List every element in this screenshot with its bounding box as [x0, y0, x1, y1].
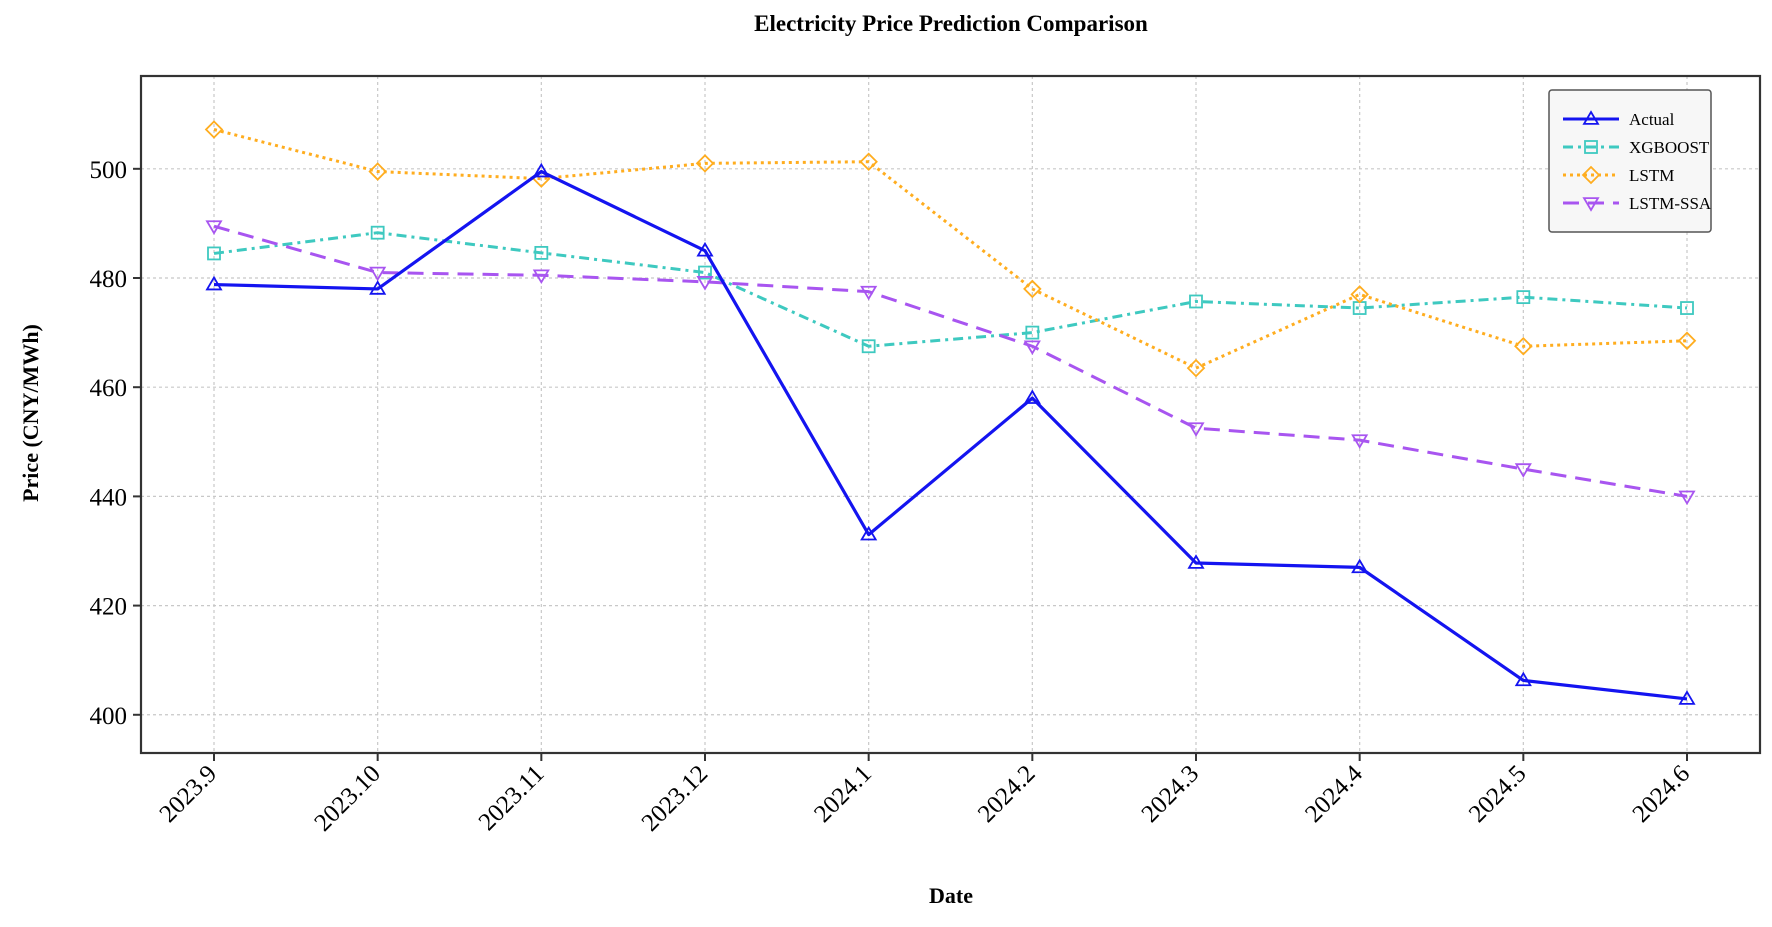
data-point-xgboost — [370, 225, 385, 240]
grid — [141, 76, 1760, 753]
data-point-lstm — [695, 154, 715, 173]
data-point-xgboost — [1025, 325, 1040, 340]
series-actual — [205, 162, 1696, 705]
legend-box — [1548, 89, 1712, 233]
chart-title: Electricity Price Prediction Comparison — [754, 11, 1148, 36]
data-point-actual — [369, 280, 387, 295]
x-axis-label: Date — [929, 883, 973, 908]
data-point-lstm-ssa — [1187, 422, 1205, 437]
series-layer — [204, 120, 1697, 705]
series-xgboost — [207, 225, 1694, 354]
legend-marker — [1582, 110, 1600, 125]
data-point-lstm-ssa — [696, 276, 714, 291]
series-line-lstm — [213, 128, 1688, 370]
data-point-actual — [1678, 690, 1696, 705]
y-tick-label: 440 — [90, 484, 128, 511]
data-point-lstm — [1186, 358, 1206, 378]
data-point-lstm-ssa — [1023, 340, 1041, 356]
data-point-lstm-ssa — [205, 220, 223, 235]
series-line-lstm-ssa — [213, 224, 1688, 498]
x-tick-label: 2024.5 — [1464, 760, 1532, 828]
data-point-lstm-ssa — [369, 266, 387, 282]
series-line-actual — [213, 169, 1688, 701]
data-point-lstm — [1677, 331, 1697, 351]
legend-label: LSTM-SSA — [1629, 194, 1712, 213]
legend-entry-actual: Actual — [1563, 110, 1675, 129]
legend-entry-lstm: LSTM — [1563, 165, 1674, 185]
y-tick-label: 400 — [90, 703, 128, 730]
data-point-lstm-ssa — [1514, 463, 1532, 478]
data-point-actual — [1514, 671, 1532, 687]
data-point-lstm — [1514, 336, 1533, 356]
y-tick-label: 480 — [90, 266, 128, 293]
x-axis: 2023.9 2023.10 2023.11 2023.12 2024.1 2024.2 2… — [155, 753, 1696, 837]
series-lstm-ssa — [205, 220, 1696, 506]
data-point-actual — [696, 241, 714, 257]
data-point-actual — [1187, 554, 1205, 569]
x-tick-label: 2023.11 — [474, 760, 550, 836]
y-tick-label: 420 — [90, 594, 128, 621]
data-point-lstm-ssa — [860, 285, 878, 301]
legend-label: Actual — [1629, 110, 1675, 129]
data-point-lstm — [859, 152, 878, 171]
y-tick-label: 500 — [90, 157, 128, 184]
y-tick-label: 460 — [90, 375, 128, 402]
data-point-xgboost — [534, 245, 549, 260]
legend: Actual XGBOOST LSTM LSTM-SSA — [1548, 89, 1712, 233]
data-point-xgboost — [698, 265, 712, 280]
x-tick-label: 2024.6 — [1628, 760, 1696, 828]
plot-frame — [139, 74, 1762, 755]
legend-marker — [1584, 140, 1598, 154]
data-point-xgboost — [861, 339, 876, 354]
data-point-lstm-ssa — [1678, 490, 1696, 506]
x-tick-label: 2024.4 — [1300, 760, 1368, 828]
data-point-lstm — [1350, 285, 1369, 304]
data-point-lstm — [1023, 279, 1042, 299]
data-point-xgboost — [1680, 301, 1694, 315]
x-tick-label: 2023.9 — [155, 760, 223, 828]
x-tick-label: 2024.1 — [809, 760, 877, 828]
y-axis-label: Price (CNY/MWh) — [18, 324, 43, 502]
legend-entry-lstm-ssa: LSTM-SSA — [1563, 194, 1712, 213]
y-axis: 400 420 440 460 480 500 — [90, 157, 141, 730]
x-tick-label: 2023.12 — [637, 760, 714, 837]
x-tick-label: 2024.2 — [973, 760, 1041, 828]
x-tick-label: 2024.3 — [1137, 760, 1205, 828]
data-point-xgboost — [1189, 294, 1203, 309]
data-point-lstm — [368, 162, 387, 181]
data-point-lstm-ssa — [532, 269, 550, 285]
data-point-actual — [1023, 389, 1041, 404]
series-line-xgboost — [213, 231, 1688, 348]
data-point-actual — [860, 525, 878, 541]
x-tick-label: 2023.10 — [309, 760, 386, 837]
series-lstm — [204, 120, 1697, 378]
legend-marker — [1582, 197, 1600, 212]
legend-marker — [1581, 165, 1601, 185]
legend-label: XGBOOST — [1629, 138, 1710, 157]
data-point-xgboost — [207, 246, 221, 261]
data-point-actual — [205, 275, 223, 291]
data-point-actual — [532, 162, 550, 178]
data-point-lstm — [204, 120, 224, 139]
legend-entry-xgboost: XGBOOST — [1563, 138, 1710, 157]
data-point-actual — [1351, 558, 1369, 574]
legend-label: LSTM — [1629, 166, 1674, 185]
data-point-xgboost — [1516, 290, 1531, 305]
data-point-lstm-ssa — [1351, 434, 1369, 449]
